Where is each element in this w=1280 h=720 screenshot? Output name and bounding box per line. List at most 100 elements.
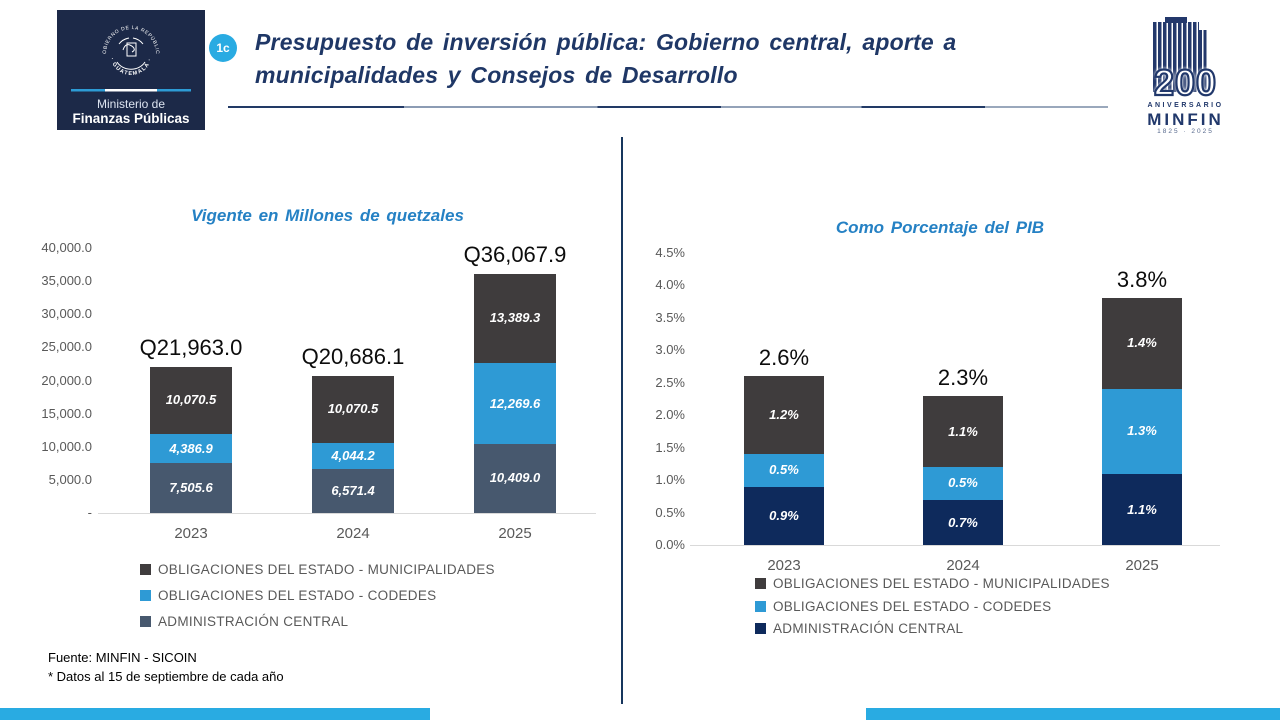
y-axis-tick-label: 0.5%: [655, 504, 685, 520]
y-axis-tick-label: 40,000.0: [41, 240, 92, 255]
y-axis-tick-label: 2.0%: [655, 407, 685, 423]
minfin-200-anniversary-logo: 200 ANIVERSARIO MINFIN 1825 · 2025: [1133, 17, 1238, 138]
y-axis-tick-label: 35,000.0: [41, 273, 92, 289]
y-axis-tick-label: 20,000.0: [41, 372, 92, 388]
y-axis-tick-label: 10,000.0: [41, 438, 92, 454]
svg-text:GOBIERNO DE LA REPÚBLICA: GOBIERNO DE LA REPÚBLICA: [57, 10, 160, 55]
y-axis-tick-label: 15,000.0: [41, 405, 92, 421]
legend-swatch: [140, 590, 151, 601]
bar-total-label: 2.3%: [937, 364, 989, 390]
y-axis-tick-label: 25,000.0: [41, 339, 92, 355]
x-axis-line: [98, 513, 596, 514]
anniversary-number: 200: [1153, 61, 1218, 104]
bar-segment: 0.9%: [744, 486, 824, 545]
page-title-line2: municipalidades y Consejos de Desarrollo: [255, 62, 738, 88]
bar-segment: 6,571.4: [312, 469, 394, 513]
x-axis-category-label: 2023: [767, 557, 801, 574]
footer-stripe-right: [866, 708, 1280, 720]
legend-item: OBLIGACIONES DEL ESTADO - MUNICIPALIDADE…: [755, 576, 1110, 591]
x-axis-category-label: 2024: [946, 557, 980, 574]
footer-stripe-middle: [430, 708, 866, 720]
legend-item: ADMINISTRACIÓN CENTRAL: [755, 621, 963, 636]
bar-segment: 10,409.0: [474, 444, 556, 513]
bar-segment: 1.2%: [744, 376, 824, 455]
y-axis-tick-label: 4.5%: [655, 245, 685, 260]
page-title: Presupuesto de inversión pública: Gobier…: [255, 26, 1125, 92]
bar-segment: 13,389.3: [474, 274, 556, 363]
legend-item: OBLIGACIONES DEL ESTADO - CODEDES: [140, 588, 436, 603]
y-axis-tick-label: 0.0%: [655, 536, 685, 552]
seal-top-text: GOBIERNO DE LA REPÚBLICA: [55, 6, 160, 55]
legend-item: ADMINISTRACIÓN CENTRAL: [140, 614, 348, 629]
bar-segment: 10,070.5: [312, 375, 394, 443]
bar-total-label: Q36,067.9: [463, 242, 567, 268]
seal-bottom-text: · GUATEMALA ·: [108, 57, 152, 77]
chart-vigente-millones-quetzales: Vigente en Millones de quetzales 40,000.…: [40, 200, 615, 650]
bar-segment: 10,070.5: [150, 367, 232, 435]
legend-label: OBLIGACIONES DEL ESTADO - MUNICIPALIDADE…: [158, 562, 495, 577]
y-axis-tick-label: 1.5%: [655, 439, 685, 455]
x-axis-category-label: 2025: [1125, 557, 1159, 574]
legend-label: OBLIGACIONES DEL ESTADO - CODEDES: [773, 598, 1052, 614]
bar-segment: 7,505.6: [150, 463, 232, 513]
bar-total-label: 2.6%: [758, 345, 810, 371]
logo-separator-line: [71, 89, 191, 92]
y-axis-tick-label: 3.0%: [655, 342, 685, 358]
svg-text:· GUATEMALA ·: · GUATEMALA ·: [108, 57, 153, 77]
y-axis-tick-label: 3.5%: [655, 309, 685, 325]
building-icon: [1153, 22, 1199, 92]
quetzal-emblem-icon: [116, 37, 146, 70]
y-axis-tick-label: 1.0%: [655, 472, 685, 488]
bar-segment: 1.1%: [923, 395, 1003, 468]
legend-swatch: [755, 600, 766, 612]
x-axis-category-label: 2024: [336, 525, 370, 542]
ministry-name-line2: Finanzas Públicas: [72, 111, 189, 126]
legend-swatch: [755, 623, 766, 634]
chart-title: Como Porcentaje del PIB: [835, 218, 1045, 237]
y-axis-tick-label: 30,000.0: [41, 306, 92, 322]
y-axis-tick-label: 4.0%: [655, 277, 685, 293]
bar-segment: 0.5%: [923, 467, 1003, 500]
x-axis-category-label: 2023: [174, 525, 208, 542]
bar-segment: 4,386.9: [150, 434, 232, 464]
page-title-line1: Presupuesto de inversión pública: Gobier…: [255, 29, 957, 55]
date-note: * Datos al 15 de septiembre de cada año: [48, 669, 284, 684]
legend-label: ADMINISTRACIÓN CENTRAL: [773, 621, 964, 636]
footnotes: Fuente: MINFIN - SICOIN * Datos al 15 de…: [48, 648, 284, 686]
legend-swatch: [140, 616, 151, 627]
minfin-ministry-logo: GOBIERNO DE LA REPÚBLICA · GUATEMALA · M…: [55, 6, 205, 130]
building-cap-icon: [1165, 17, 1187, 23]
building-annex-icon: [1199, 30, 1208, 92]
ministry-name-line1: Ministerio de: [97, 97, 165, 111]
vertical-divider: [621, 137, 623, 704]
footer-stripe-left: [0, 708, 430, 720]
guatemala-seal-icon: GOBIERNO DE LA REPÚBLICA · GUATEMALA · M…: [55, 6, 191, 126]
chart-title: Vigente en Millones de quetzales: [191, 206, 464, 225]
bar-total-label: Q21,963.0: [139, 335, 243, 361]
slide-number-badge: 1c: [209, 34, 237, 62]
y-axis-tick-label: -: [87, 505, 92, 520]
legend-swatch: [755, 578, 766, 589]
legend-label: OBLIGACIONES DEL ESTADO - MUNICIPALIDADE…: [773, 576, 1110, 591]
chart-porcentaje-pib: Como Porcentaje del PIB 4.5% 4.0% 3.5% 3.0%…: [635, 200, 1245, 650]
bar-segment: 1.3%: [1102, 389, 1182, 474]
title-underline-rule: [228, 106, 1108, 108]
anniversary-label: ANIVERSARIO: [1147, 102, 1224, 109]
source-note: Fuente: MINFIN - SICOIN: [48, 650, 197, 665]
bar-segment: 12,269.6: [474, 362, 556, 445]
legend-label: OBLIGACIONES DEL ESTADO - CODEDES: [158, 588, 437, 603]
x-axis-line: [690, 545, 1220, 546]
legend-label: ADMINISTRACIÓN CENTRAL: [158, 614, 349, 629]
bar-segment: 0.7%: [923, 499, 1003, 545]
bar-total-label: 3.8%: [1116, 267, 1168, 293]
y-axis-tick-label: 2.5%: [655, 374, 685, 390]
bar-segment: 1.4%: [1102, 298, 1182, 390]
x-axis-category-label: 2025: [498, 525, 532, 542]
bar-total-label: Q20,686.1: [301, 343, 405, 369]
anniversary-years: 1825 · 2025: [1157, 128, 1214, 135]
footer-stripe: [0, 708, 1280, 720]
legend-swatch: [140, 564, 151, 575]
legend-item: OBLIGACIONES DEL ESTADO - CODEDES: [755, 599, 1051, 614]
y-axis-tick-label: 5,000.0: [48, 471, 92, 487]
